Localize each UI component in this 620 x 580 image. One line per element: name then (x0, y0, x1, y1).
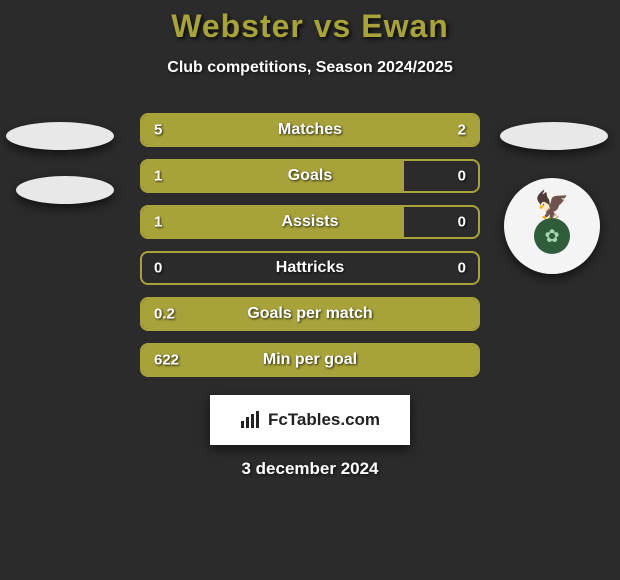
bar-fill-left (142, 207, 404, 237)
page-subtitle: Club competitions, Season 2024/2025 (0, 59, 620, 77)
page-title: Webster vs Ewan (0, 8, 620, 45)
stat-label: Min per goal (263, 351, 357, 369)
stat-value-left: 622 (154, 352, 179, 369)
stat-row-min-per-goal: 622 Min per goal (140, 343, 480, 377)
stat-row-matches: 5 2 Matches (140, 113, 480, 147)
stat-value-right: 0 (458, 214, 466, 231)
stat-row-hattricks: 0 0 Hattricks (140, 251, 480, 285)
player-left-avatar-1 (6, 122, 114, 150)
stat-row-goals: 1 0 Goals (140, 159, 480, 193)
brand-chart-icon (240, 411, 262, 429)
stat-label: Goals (288, 167, 332, 185)
stat-value-left: 0 (154, 260, 162, 277)
stat-value-left: 5 (154, 122, 162, 139)
stat-label: Assists (282, 213, 339, 231)
root: Webster vs Ewan Club competitions, Seaso… (0, 0, 620, 479)
crest-thistle-icon: ✿ (534, 218, 570, 254)
stat-value-right: 2 (458, 122, 466, 139)
stat-row-goals-per-match: 0.2 Goals per match (140, 297, 480, 331)
date-text: 3 december 2024 (0, 459, 620, 479)
club-crest-right: 🦅 ✿ (504, 178, 600, 274)
crest-eagle-icon: 🦅 (535, 192, 570, 220)
stat-value-left: 0.2 (154, 306, 175, 323)
brand-text: FcTables.com (268, 410, 380, 430)
stat-label: Goals per match (247, 305, 372, 323)
stat-value-right: 0 (458, 168, 466, 185)
stat-value-right: 0 (458, 260, 466, 277)
stat-value-left: 1 (154, 168, 162, 185)
player-right-avatar-1 (500, 122, 608, 150)
stat-row-assists: 1 0 Assists (140, 205, 480, 239)
player-left-avatar-2 (16, 176, 114, 204)
brand-box: FcTables.com (210, 395, 410, 445)
stat-label: Hattricks (276, 259, 344, 277)
stat-label: Matches (278, 121, 342, 139)
bar-fill-left (142, 161, 404, 191)
stat-value-left: 1 (154, 214, 162, 231)
